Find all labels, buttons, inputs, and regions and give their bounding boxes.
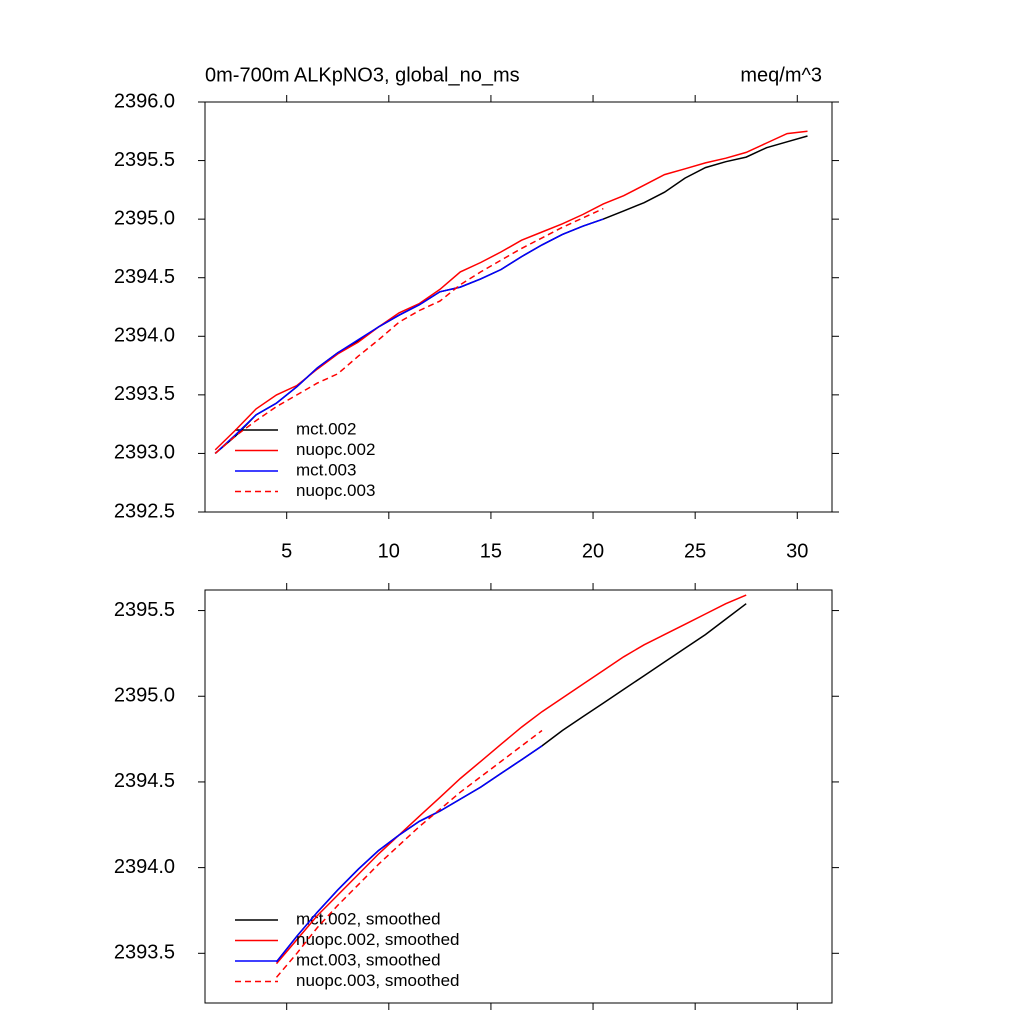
x-tick-label: 30 (786, 540, 808, 562)
legend-label: nuopc.002, smoothed (296, 930, 460, 949)
units-label: meq/m^3 (740, 64, 822, 86)
data-line (275, 594, 747, 965)
legend-label: nuopc.003 (296, 481, 375, 500)
y-tick-label: 2396.0 (114, 90, 175, 112)
data-line (275, 729, 543, 978)
x-tick-label: 15 (480, 540, 502, 562)
plot-frame (204, 589, 833, 1004)
data-line (214, 207, 604, 454)
chart-title: 0m-700m ALKpNO3, global_no_ms (205, 64, 520, 86)
y-tick-label: 2395.0 (114, 685, 175, 707)
legend-label: mct.003, smoothed (296, 950, 441, 969)
x-tick-label: 10 (378, 540, 400, 562)
data-line (275, 745, 543, 963)
data-line (214, 130, 808, 451)
x-tick-label: 20 (582, 540, 604, 562)
y-tick-label: 2394.5 (114, 770, 175, 792)
y-tick-label: 2393.5 (114, 383, 175, 405)
y-tick-label: 2395.5 (114, 149, 175, 171)
legend-label: nuopc.002 (296, 440, 375, 459)
data-line (275, 603, 747, 963)
y-tick-label: 2395.5 (114, 599, 175, 621)
y-tick-label: 2395.0 (114, 207, 175, 229)
y-tick-label: 2392.5 (114, 500, 175, 522)
y-tick-label: 2394.0 (114, 325, 175, 347)
y-tick-label: 2393.5 (114, 942, 175, 964)
plot-frame (204, 101, 833, 513)
x-tick-label: 5 (281, 540, 292, 562)
legend-label: mct.002 (296, 419, 356, 438)
y-tick-label: 2394.0 (114, 856, 175, 878)
x-tick-label: 25 (684, 540, 706, 562)
y-tick-label: 2394.5 (114, 266, 175, 288)
y-tick-label: 2393.0 (114, 442, 175, 464)
data-line (214, 218, 604, 454)
legend-label: nuopc.003, smoothed (296, 971, 460, 990)
data-line (214, 135, 808, 454)
legend-label: mct.002, smoothed (296, 909, 441, 928)
legend-label: mct.003 (296, 460, 356, 479)
